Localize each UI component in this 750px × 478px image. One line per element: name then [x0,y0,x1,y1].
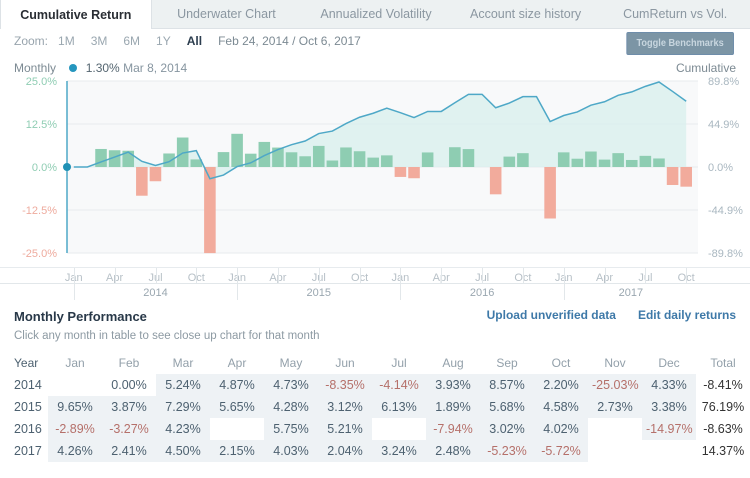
svg-text:44.9%: 44.9% [708,119,739,131]
svg-text:12.5%: 12.5% [26,119,57,131]
svg-text:-12.5%: -12.5% [22,205,57,217]
svg-text:0.0%: 0.0% [32,162,57,174]
svg-text:-44.9%: -44.9% [708,205,743,217]
svg-text:89.8%: 89.8% [708,76,739,88]
svg-text:25.0%: 25.0% [26,76,57,88]
svg-text:-25.0%: -25.0% [22,248,57,260]
svg-text:-89.8%: -89.8% [708,248,743,260]
svg-text:0.0%: 0.0% [708,162,733,174]
